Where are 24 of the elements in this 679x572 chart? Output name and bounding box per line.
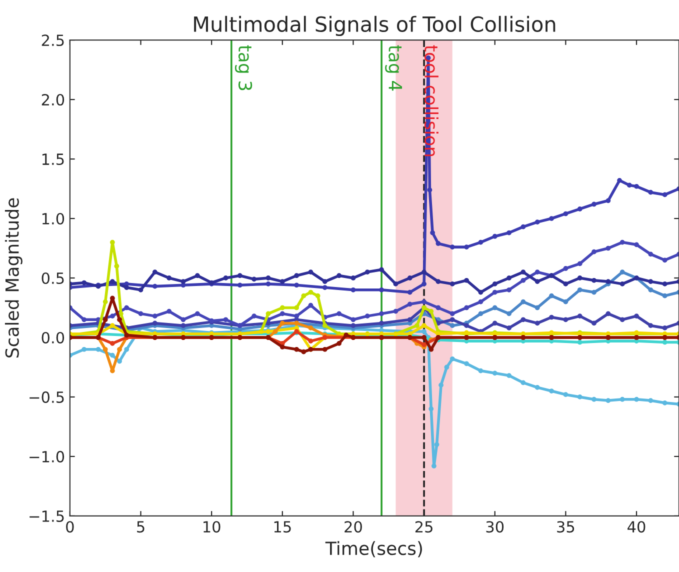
x-tick-label: 40 [628,521,646,533]
y-axis-title: Scaled Magnitude [4,198,22,358]
y-tick-label: 0.5 [42,272,64,284]
ref-line-label: tag 3 [234,45,252,90]
y-tick-label: 2.5 [42,34,64,46]
ref-line-label: tag 4 [385,45,402,91]
y-tick-label: 1.0 [42,212,64,225]
chart-title: Multimodal Signals of Tool Collision [194,16,556,36]
x-tick-label: 10 [204,521,220,533]
x-tick-label: 35 [557,521,574,533]
y-tick-label: 1.5 [42,154,64,166]
x-tick-label: 20 [344,521,362,533]
y-tick-label: −1.5 [30,510,64,522]
x-tick-label: 25 [415,521,432,533]
y-tick-label: 2.0 [42,94,64,106]
x-tick-label: 15 [274,521,291,533]
x-tick-label: 5 [137,521,144,533]
y-tick-label: −0.5 [30,391,64,403]
band-label: tool collision [424,45,438,156]
y-tick-label: −1.0 [30,450,64,462]
x-axis-title: Time(secs) [325,541,422,558]
y-tick-label: 0.0 [42,332,64,344]
x-tick-label: 30 [486,521,504,533]
x-tick-label: 0 [66,521,74,533]
